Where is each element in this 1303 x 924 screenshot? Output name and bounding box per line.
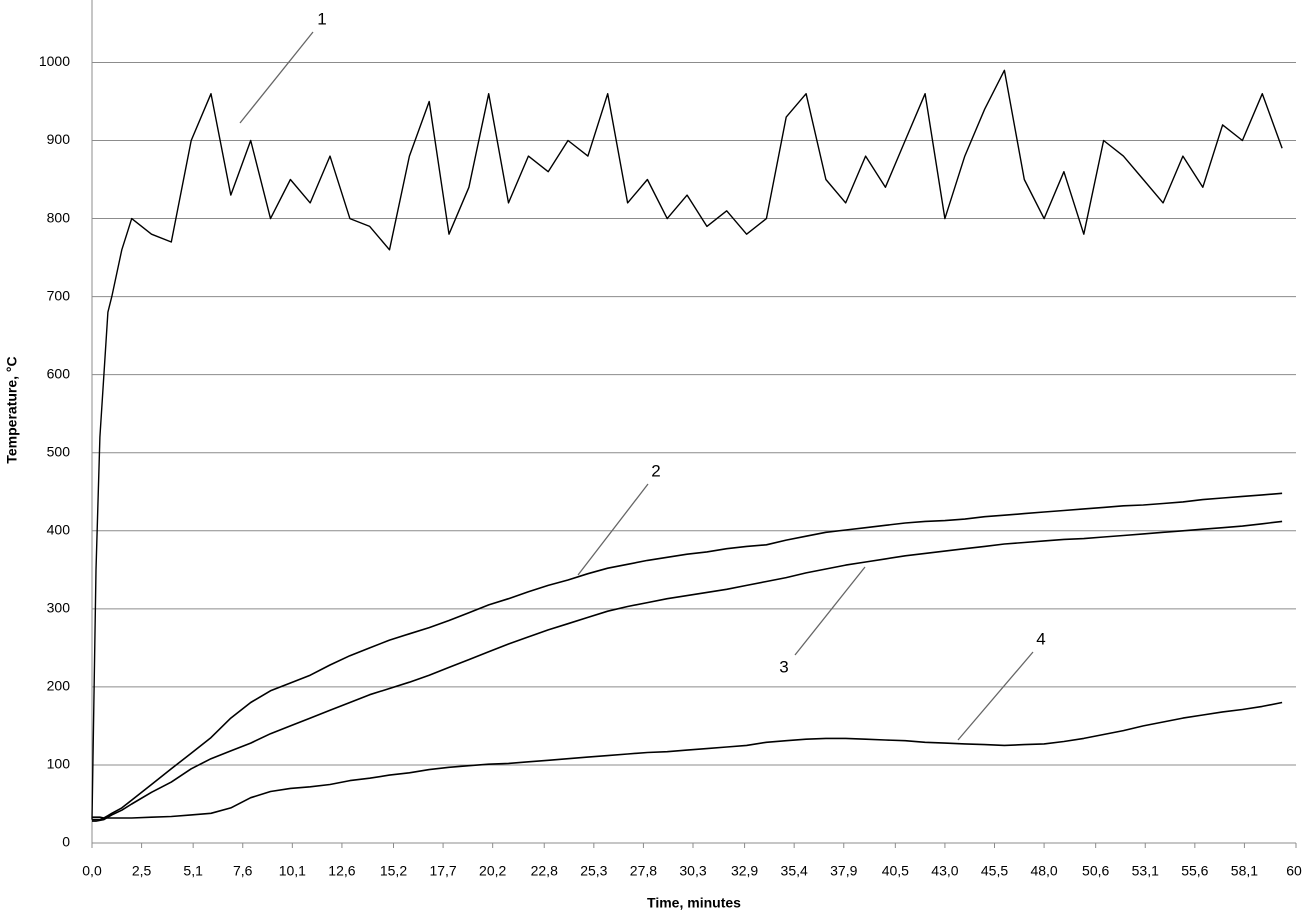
y-tick-label: 700 bbox=[47, 287, 71, 303]
x-tick-label: 43,0 bbox=[931, 863, 958, 879]
x-tick-label: 48,0 bbox=[1030, 863, 1057, 879]
x-tick-label: 58,1 bbox=[1231, 863, 1258, 879]
y-tick-label: 0 bbox=[62, 834, 70, 850]
x-axis-title: Time, minutes bbox=[647, 895, 741, 911]
series-line bbox=[91, 69, 1283, 820]
x-tick-label: 40,5 bbox=[882, 863, 909, 879]
x-tick-label: 22,8 bbox=[531, 863, 558, 879]
x-tick-label: 27,8 bbox=[630, 863, 657, 879]
y-tick-label: 900 bbox=[47, 131, 71, 147]
annotation-label: 1 bbox=[317, 9, 326, 28]
x-tick-label: 55,6 bbox=[1181, 863, 1208, 879]
x-tick-label: 60, bbox=[1286, 863, 1303, 879]
x-tick-label: 7,6 bbox=[233, 863, 253, 879]
annotation-leader bbox=[577, 483, 649, 576]
x-tick-label: 30,3 bbox=[679, 863, 706, 879]
x-tick-label: 37,9 bbox=[830, 863, 857, 879]
annotation-label: 4 bbox=[1036, 629, 1045, 648]
x-tick-label: 50,6 bbox=[1082, 863, 1109, 879]
y-tick-label: 600 bbox=[47, 365, 71, 381]
x-tick-label: 12,6 bbox=[328, 863, 355, 879]
x-tick-label: 2,5 bbox=[132, 863, 152, 879]
x-tick-label: 5,1 bbox=[183, 863, 203, 879]
annotation-label: 2 bbox=[651, 461, 660, 480]
x-tick-label: 17,7 bbox=[429, 863, 456, 879]
annotation-leader bbox=[239, 31, 314, 124]
y-tick-label: 800 bbox=[47, 209, 71, 225]
y-tick-label: 200 bbox=[47, 678, 71, 694]
x-tick-label: 20,2 bbox=[479, 863, 506, 879]
y-tick-label: 500 bbox=[47, 443, 71, 459]
x-tick-label: 15,2 bbox=[380, 863, 407, 879]
x-tick-label: 32,9 bbox=[731, 863, 758, 879]
series-line bbox=[92, 492, 1283, 821]
x-tick-label: 10,1 bbox=[279, 863, 306, 879]
annotation-leader bbox=[957, 651, 1034, 741]
x-tick-label: 25,3 bbox=[580, 863, 607, 879]
y-tick-label: 1000 bbox=[39, 53, 70, 69]
x-tick-label: 53,1 bbox=[1132, 863, 1159, 879]
y-axis-title: Temperature, °C bbox=[4, 356, 20, 463]
series-line bbox=[92, 520, 1283, 822]
annotation-leader bbox=[794, 566, 866, 656]
x-tick-label: 35,4 bbox=[781, 863, 808, 879]
x-tick-label: 45,5 bbox=[981, 863, 1008, 879]
y-tick-label: 100 bbox=[47, 756, 71, 772]
y-tick-label: 400 bbox=[47, 521, 71, 537]
y-tick-label: 300 bbox=[47, 600, 71, 616]
x-tick-label: 0,0 bbox=[82, 863, 102, 879]
series-line bbox=[92, 701, 1283, 819]
annotation-label: 3 bbox=[779, 657, 788, 676]
